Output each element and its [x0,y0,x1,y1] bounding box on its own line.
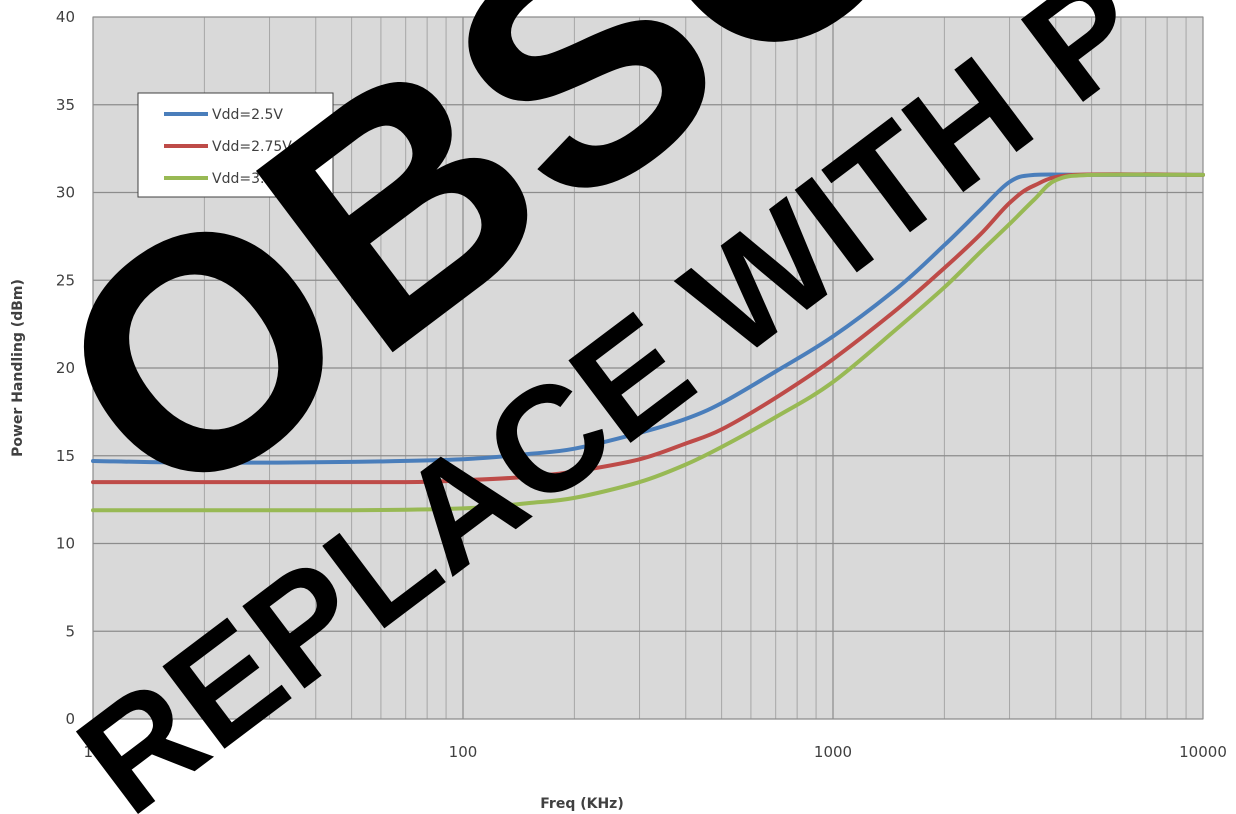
legend-label: Vdd=2.5V [212,107,283,123]
plot-border [92,16,1204,720]
y-tick-label: 0 [65,710,75,728]
x-tick-label: 1000 [814,743,852,761]
x-tick-label: 10000 [1179,743,1227,761]
x-tick-label: 10 [83,743,102,761]
y-tick-label: 10 [56,535,75,553]
y-tick-labels: 0 5 10 15 20 25 30 35 40 [56,8,75,728]
x-axis-title: Freq (KHz) [540,796,623,812]
legend-label: Vdd=2.75V [212,139,292,155]
series-line-3 [91,172,1205,513]
legend-label: Vdd=3.0V [212,171,283,187]
series-line-1 [91,172,1205,465]
y-tick-label: 40 [56,8,75,26]
series-line-2 [91,172,1205,485]
y-tick-label: 20 [56,359,75,377]
legend: Vdd=2.5V Vdd=2.75V Vdd=3.0V [137,92,334,198]
y-tick-label: 35 [56,96,75,114]
y-tick-label: 15 [56,447,75,465]
x-tick-labels: 10 100 1000 10000 [83,743,1226,761]
series-lines [91,172,1205,513]
y-axis-title: Power Handling (dBm) [10,279,26,457]
y-tick-label: 5 [65,622,75,640]
y-tick-label: 30 [56,184,75,202]
y-tick-label: 25 [56,271,75,289]
x-tick-label: 100 [449,743,478,761]
